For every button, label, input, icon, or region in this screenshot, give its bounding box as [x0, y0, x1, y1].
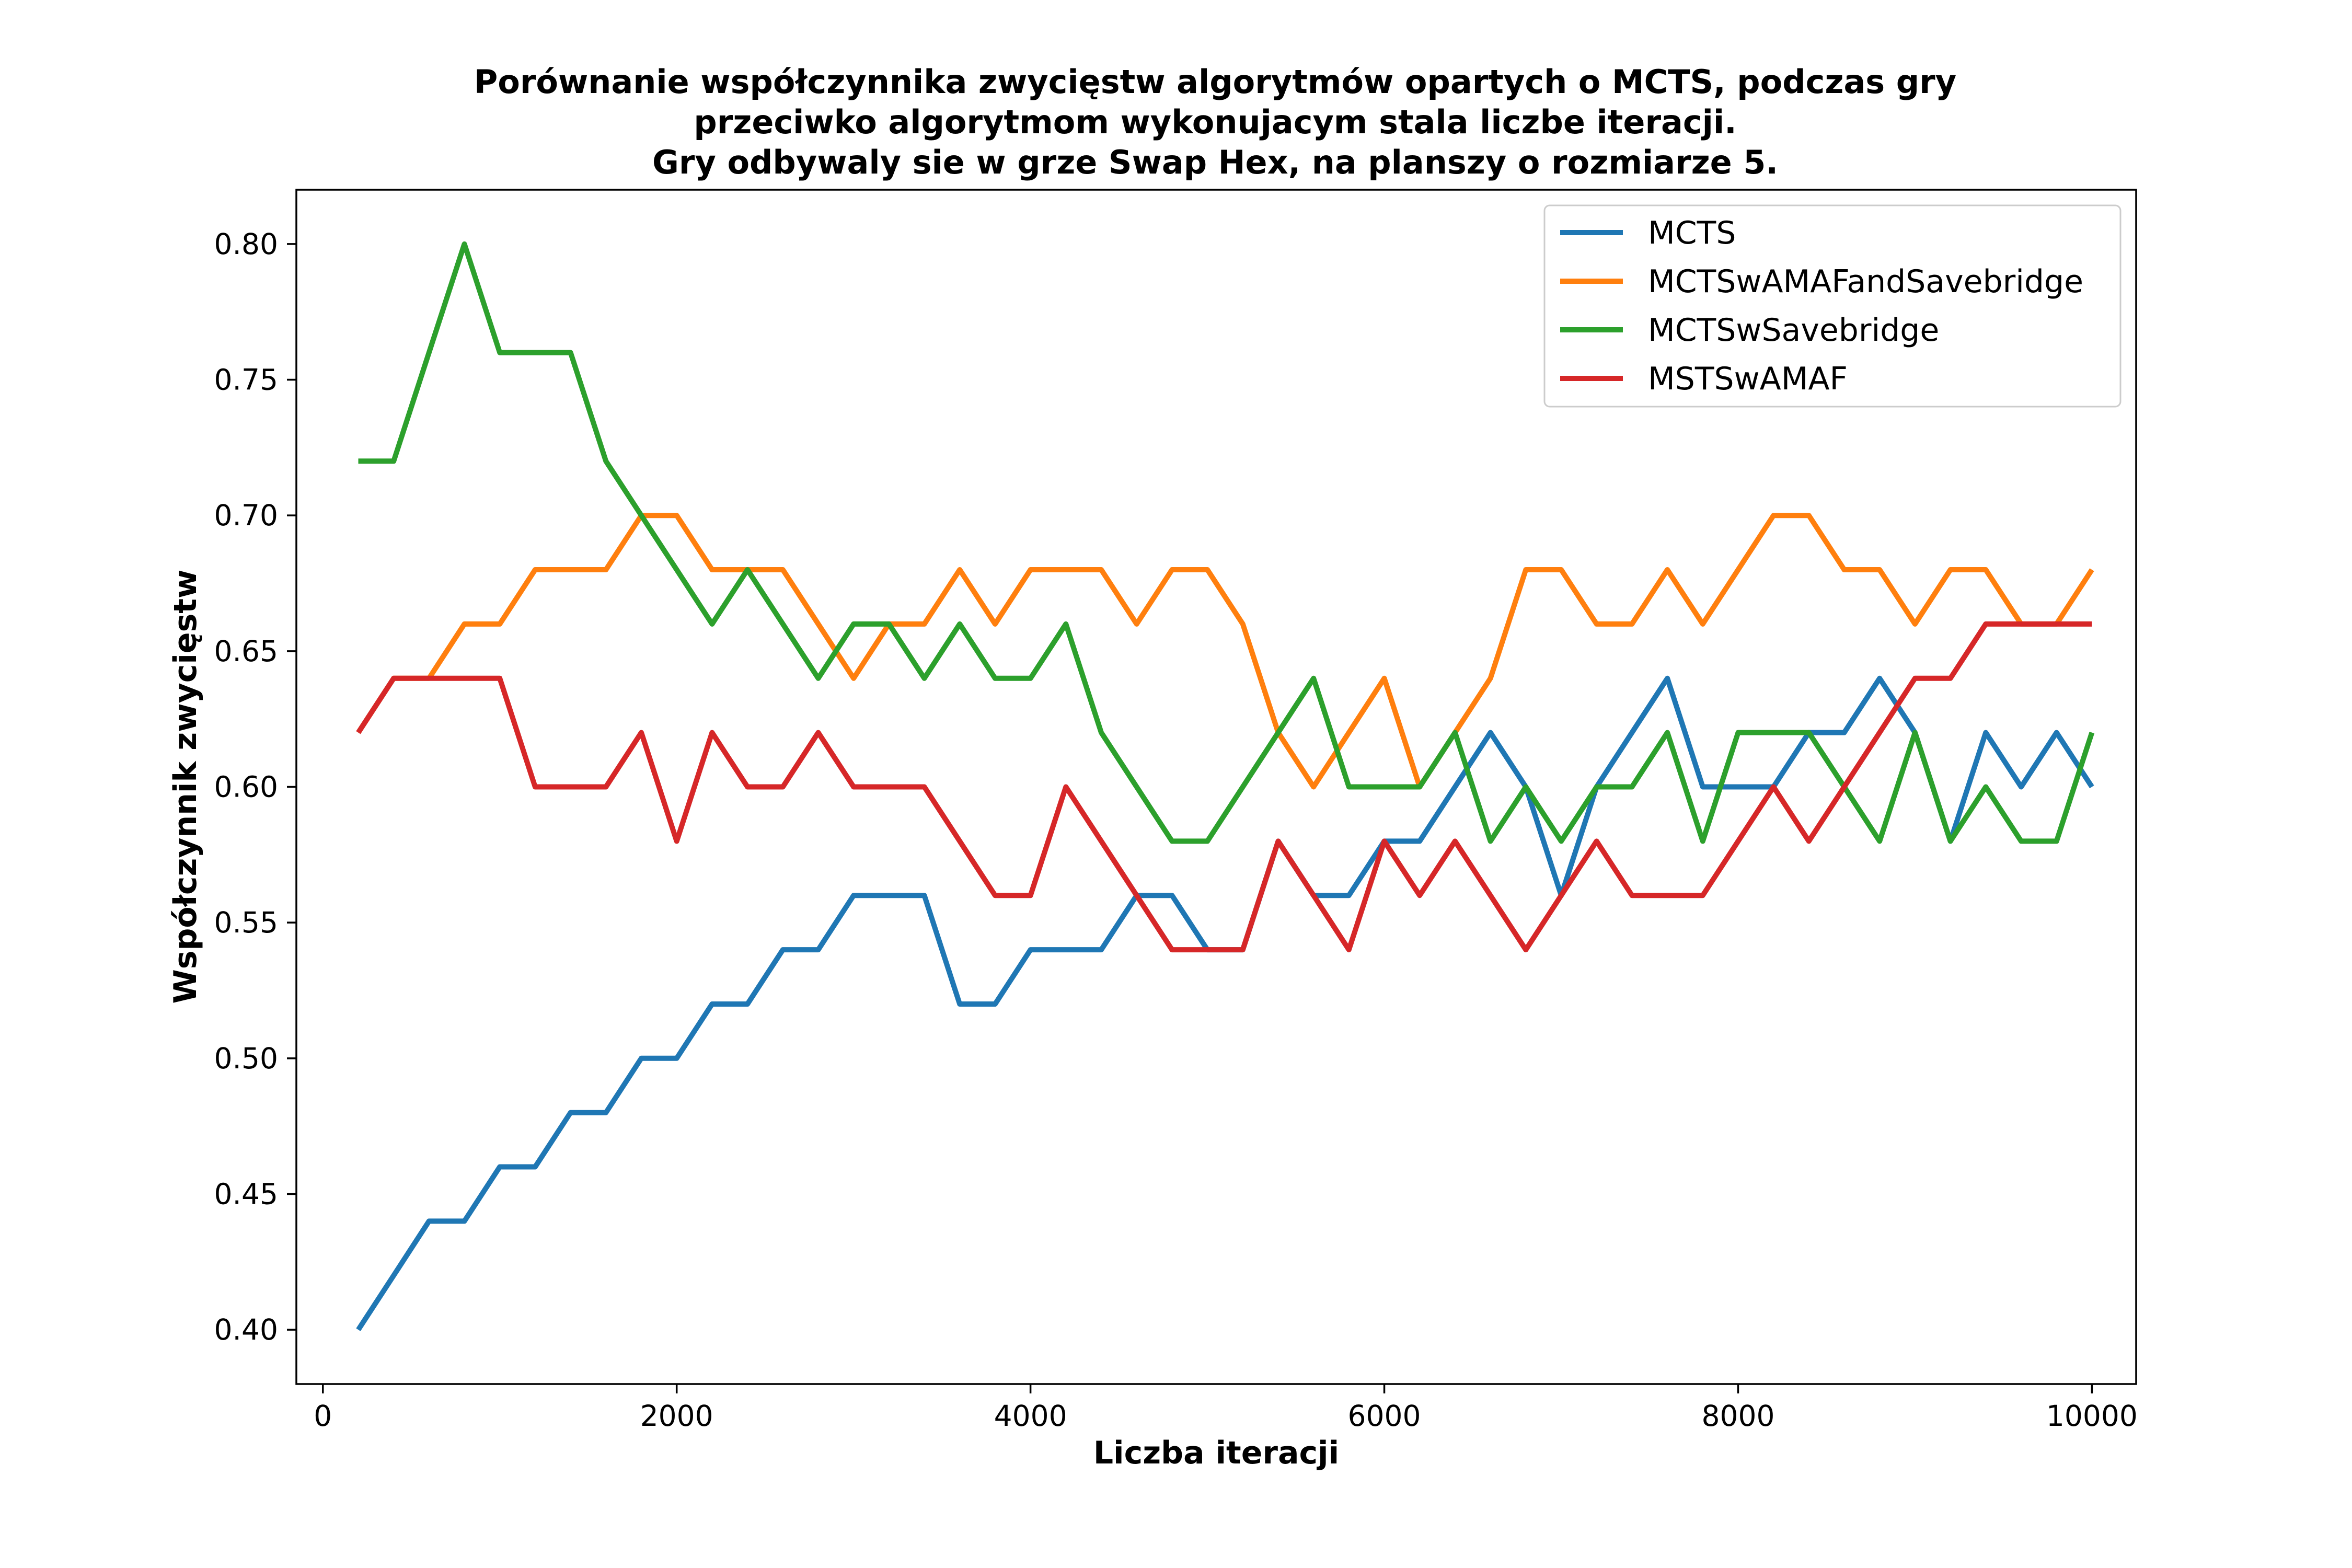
x-tick-label: 8000: [1701, 1399, 1774, 1433]
legend-frame: [1543, 204, 2122, 408]
y-tick-label: 0.65: [214, 635, 278, 668]
y-tick-label: 0.40: [214, 1313, 278, 1346]
x-tick-label: 0: [314, 1399, 332, 1433]
y-tick-label: 0.60: [214, 770, 278, 804]
chart-title-line-3: Gry odbywaly sie w grze Swap Hex, na pla…: [652, 143, 1778, 181]
y-tick-label: 0.70: [214, 499, 278, 532]
y-axis-ticks: 0.40 0.45 0.50 0.55 0.60 0.65 0.70 0.75 0.80: [214, 227, 296, 1346]
y-tick-label: 0.50: [214, 1042, 278, 1075]
series-line-mcts: [356, 675, 2094, 1331]
series-lines: [356, 241, 2095, 1331]
chart-title-line-1: Porównanie współczynnika zwycięstw algor…: [474, 63, 1956, 101]
y-tick-label: 0.75: [214, 363, 278, 397]
y-tick-label: 0.80: [214, 227, 278, 261]
y-axis-label: Współczynnik zwycięstw: [167, 570, 204, 1004]
legend-label: MSTSwAMAF: [1648, 361, 1848, 397]
x-axis-label: Liczba iteracji: [1093, 1435, 1339, 1471]
x-tick-label: 10000: [2046, 1399, 2138, 1433]
legend: MCTS MCTSwAMAFandSavebridge MCTSwSavebridg…: [1543, 204, 2122, 408]
x-axis-ticks: 0 2000 4000 6000 8000 10000: [314, 1384, 2138, 1433]
legend-label: MCTSwSavebridge: [1648, 312, 1939, 349]
chart-title: Porównanie współczynnika zwycięstw algor…: [474, 63, 1956, 181]
legend-label: MCTS: [1648, 215, 1736, 251]
series-line-mstswamaf: [356, 621, 2092, 953]
x-tick-label: 4000: [994, 1399, 1067, 1433]
series-line-mctswsavebridge: [358, 241, 2095, 844]
x-tick-label: 2000: [640, 1399, 713, 1433]
y-tick-label: 0.45: [214, 1177, 278, 1210]
series-line-mctswamafandsavebridge: [356, 513, 2094, 790]
legend-label: MCTSwAMAFandSavebridge: [1648, 263, 2083, 300]
chart-title-line-2: przeciwko algorytmom wykonujacym stala l…: [694, 103, 1736, 141]
x-tick-label: 6000: [1348, 1399, 1421, 1433]
y-tick-label: 0.55: [214, 906, 278, 939]
